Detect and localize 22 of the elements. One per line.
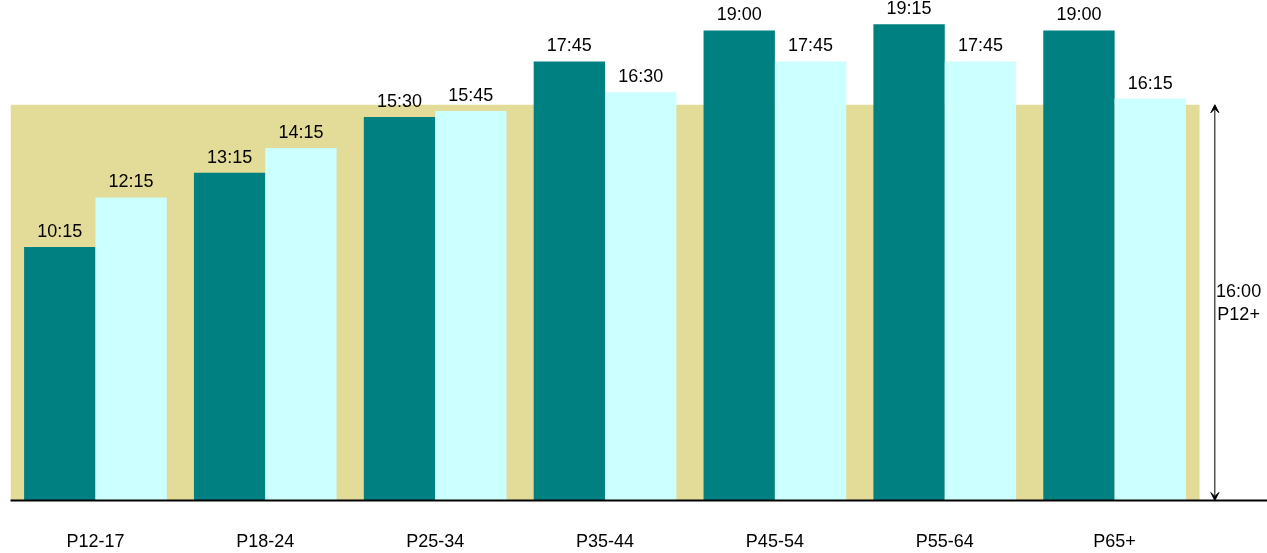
data-label: 15:30 — [376, 91, 423, 112]
band-label: 16:00 P12+ — [1216, 281, 1262, 324]
data-label: 15:45 — [448, 84, 494, 105]
x-tick-label: P18-24 — [236, 530, 295, 551]
x-tick-label: P12-17 — [66, 530, 125, 551]
data-label: 19:00 — [716, 4, 762, 25]
x-tick-label: P55-64 — [915, 530, 974, 551]
data-label: 10:15 — [37, 220, 83, 241]
x-tick-label: P35-44 — [576, 530, 635, 551]
data-label: 13:15 — [207, 146, 253, 167]
data-label: 14:15 — [278, 122, 324, 142]
x-tick-label: P25-34 — [406, 530, 465, 551]
x-tick-label: P65+ — [1093, 530, 1136, 551]
data-label: 17:45 — [788, 35, 834, 56]
data-label: 16:30 — [618, 66, 664, 87]
data-label: 19:15 — [886, 0, 932, 19]
data-label: 19:00 — [1056, 4, 1102, 25]
x-tick-label: P45-54 — [745, 530, 804, 551]
data-label: 17:45 — [957, 35, 1003, 56]
data-label: 17:45 — [546, 35, 592, 56]
data-label: 12:15 — [108, 171, 154, 192]
data-label: 16:15 — [1127, 72, 1173, 93]
